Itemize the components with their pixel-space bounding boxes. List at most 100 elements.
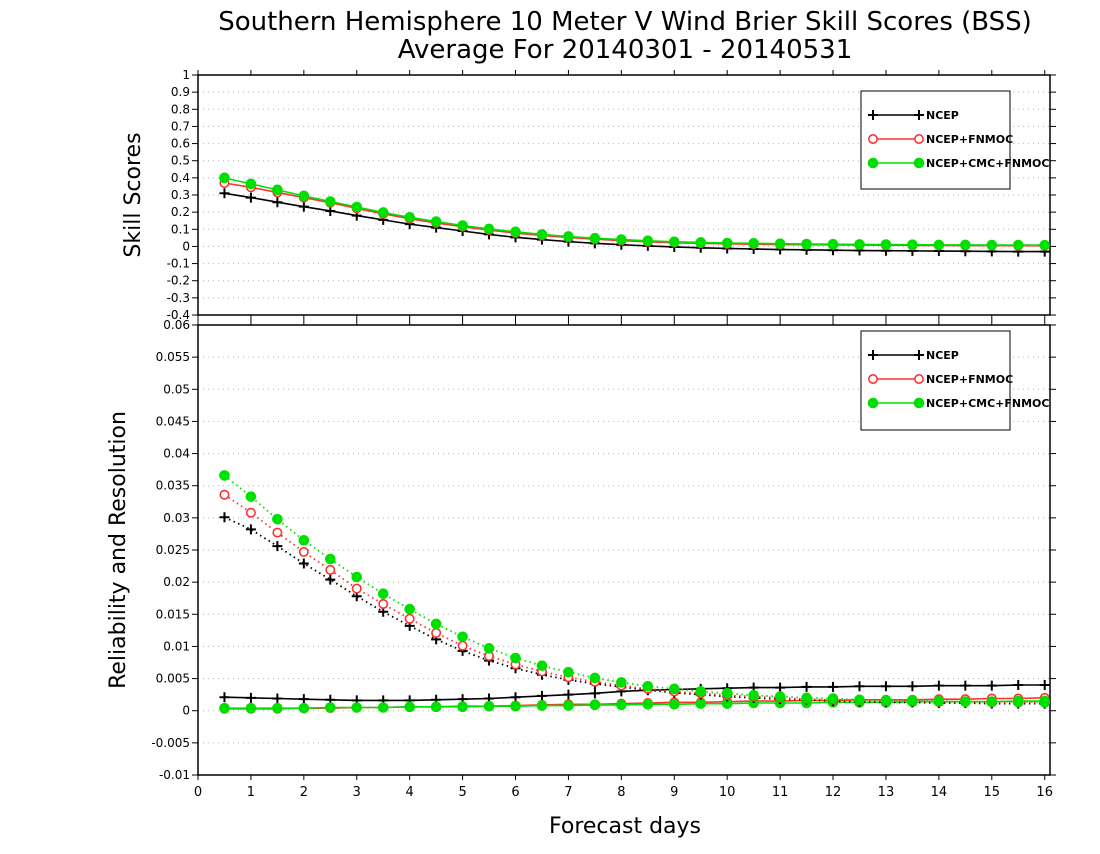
- data-point-filled-circle: [907, 239, 918, 251]
- data-point-filled-circle: [510, 652, 521, 664]
- data-point-filled-circle: [536, 700, 548, 711]
- data-point-open-circle: [219, 489, 230, 500]
- data-point-filled-circle: [563, 231, 574, 242]
- data-point-filled-circle: [986, 696, 998, 708]
- data-point-plus: [536, 690, 547, 701]
- y-tick-label: 0.025: [156, 543, 190, 557]
- data-point-filled-circle: [430, 216, 442, 227]
- data-point-filled-circle: [219, 702, 230, 714]
- data-point-filled-circle: [563, 700, 574, 711]
- data-point-plus: [510, 692, 521, 703]
- data-point-plus: [298, 694, 309, 705]
- data-point-filled-circle: [1012, 239, 1024, 251]
- chart-title-line1: Southern Hemisphere 10 Meter V Wind Brie…: [218, 7, 1032, 37]
- data-point-filled-circle: [510, 700, 521, 712]
- data-point-plus: [986, 680, 997, 691]
- legend-marker-filled-circle: [913, 157, 925, 169]
- series-line: [224, 516, 1045, 705]
- legend-marker-open-circle: [913, 134, 924, 145]
- data-point-plus: [563, 689, 574, 700]
- chart-title-line2: Average For 20140301 - 20140531: [398, 35, 853, 65]
- x-tick-label: 11: [772, 785, 789, 800]
- data-point-filled-circle: [801, 692, 812, 704]
- data-point-filled-circle: [377, 702, 389, 713]
- data-point-filled-circle: [642, 698, 654, 710]
- panels-group: 1 0.9 0.8 0.7 0.6 0.5 0.4 0.3 0.2 0.1 0 -0.1 -0.2 -0.…: [151, 68, 1056, 800]
- data-point-filled-circle: [1039, 239, 1051, 251]
- x-tick-label: 3: [353, 785, 361, 800]
- data-point-filled-circle: [827, 693, 839, 704]
- legend: NCEP NCEP+FNMOC NCEP+CMC+FNMOC: [860, 330, 1049, 431]
- data-point-open-circle: [378, 598, 389, 609]
- legend-marker-open-circle: [913, 373, 924, 384]
- data-point-plus: [272, 693, 283, 704]
- legend-label: NCEP+FNMOC: [926, 133, 1013, 146]
- data-point-open-circle: [457, 640, 468, 651]
- y-tick-label: -0.4: [167, 308, 190, 322]
- x-tick-label: 7: [564, 785, 572, 800]
- data-point-filled-circle: [695, 237, 707, 248]
- data-point-filled-circle: [774, 238, 786, 249]
- series-ncep-resolution: [219, 512, 1050, 709]
- data-point-plus: [828, 681, 839, 692]
- data-point-filled-circle: [457, 220, 468, 231]
- data-point-open-circle: [298, 546, 309, 557]
- data-point-filled-circle: [272, 184, 283, 196]
- legend-marker-plus: [868, 110, 878, 120]
- series-line: [224, 192, 1045, 253]
- x-tick-label: 13: [878, 785, 895, 800]
- data-point-filled-circle: [404, 603, 415, 615]
- y-tick-label: -0.2: [167, 274, 190, 288]
- data-point-open-circle: [404, 613, 415, 624]
- data-point-plus: [219, 692, 230, 703]
- series-ncep-fnmoc-resolution: [219, 489, 1050, 708]
- legend-box: [860, 90, 1011, 190]
- data-point-filled-circle: [880, 695, 892, 706]
- data-point-filled-circle: [324, 196, 336, 207]
- x-tick-label: 8: [617, 785, 625, 800]
- y-tick-label: 0.05: [163, 382, 190, 396]
- x-tick-label: 15: [984, 785, 1001, 800]
- data-point-filled-circle: [219, 470, 230, 481]
- data-point-filled-circle: [721, 688, 733, 699]
- data-point-plus: [1039, 680, 1050, 690]
- data-point-filled-circle: [536, 660, 548, 672]
- y-tick-label: 0.03: [163, 511, 190, 525]
- data-point-filled-circle: [589, 232, 601, 244]
- y-tick-label: 0.055: [156, 350, 190, 364]
- data-point-plus: [880, 681, 891, 692]
- data-point-filled-circle: [748, 689, 759, 701]
- data-point-plus: [801, 681, 812, 692]
- data-point-filled-circle: [642, 235, 654, 247]
- y-tick-label: 0.6: [171, 137, 190, 151]
- y-tick-label: 0.3: [171, 188, 190, 202]
- legend-label: NCEP: [926, 349, 959, 362]
- legend-label: NCEP: [926, 109, 959, 122]
- data-point-filled-circle: [377, 588, 389, 600]
- data-point-filled-circle: [695, 686, 707, 697]
- y-tick-label: 0.9: [171, 85, 190, 99]
- data-point-open-circle: [431, 627, 442, 638]
- y-tick-label: -0.1: [167, 257, 190, 271]
- data-point-filled-circle: [272, 513, 283, 525]
- plot-frame: [197, 74, 1051, 316]
- legend-box: [860, 330, 1011, 431]
- data-point-filled-circle: [854, 694, 865, 706]
- data-point-filled-circle: [774, 691, 786, 702]
- y-tick-label: 0: [182, 239, 190, 253]
- chart-panel-1: 1 0.9 0.8 0.7 0.6 0.5 0.4 0.3 0.2 0.1 0 -0.1 -0.2 -0.…: [167, 68, 1056, 322]
- data-point-filled-circle: [245, 178, 257, 190]
- data-point-plus: [272, 197, 283, 208]
- data-point-filled-circle: [589, 672, 601, 684]
- data-point-filled-circle: [351, 571, 363, 583]
- x-tick-label: 12: [825, 785, 842, 800]
- data-point-filled-circle: [880, 239, 892, 250]
- data-point-plus: [775, 682, 786, 693]
- data-point-filled-circle: [616, 677, 627, 688]
- data-point-open-circle: [272, 527, 283, 538]
- top-y-axis-label: Skill Scores: [121, 132, 146, 257]
- x-tick-label: 5: [458, 785, 466, 800]
- data-point-filled-circle: [298, 535, 310, 546]
- y-tick-label: 0.8: [171, 102, 190, 116]
- data-point-filled-circle: [377, 207, 389, 218]
